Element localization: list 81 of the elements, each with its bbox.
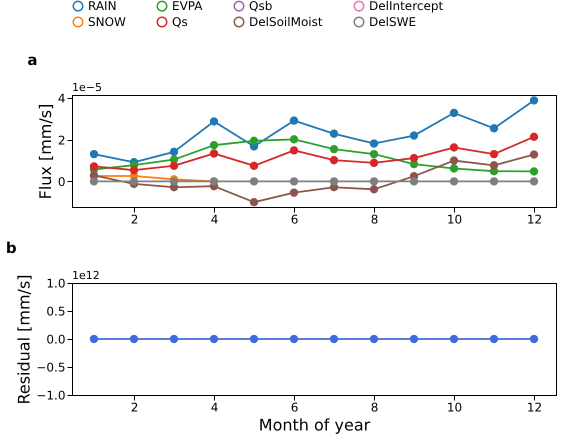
point bbox=[410, 131, 418, 140]
legend-label: DelSoilMoist bbox=[249, 15, 323, 29]
x-tick-label: 8 bbox=[370, 400, 378, 414]
x-tick-label: 10 bbox=[446, 400, 462, 414]
point bbox=[530, 150, 538, 159]
point bbox=[450, 164, 458, 173]
legend-label: DelSWE bbox=[369, 15, 416, 29]
x-tick-label: 2 bbox=[130, 400, 138, 414]
x-axis-title: Month of year bbox=[258, 416, 371, 434]
point bbox=[170, 162, 178, 170]
point bbox=[90, 162, 98, 171]
point bbox=[130, 177, 138, 186]
point bbox=[450, 108, 458, 118]
legend-label: SNOW bbox=[88, 15, 126, 29]
y-tick-label: −0.5 bbox=[36, 360, 66, 374]
y-tick-label: 0.0 bbox=[46, 332, 66, 346]
point bbox=[490, 161, 498, 170]
x-tick-label: 12 bbox=[526, 212, 542, 226]
point bbox=[210, 140, 218, 150]
y-tick-label: 0 bbox=[58, 174, 66, 189]
point bbox=[370, 150, 378, 158]
point bbox=[410, 177, 418, 186]
chart-title: a bbox=[27, 51, 38, 69]
x-tick-label: 12 bbox=[526, 400, 542, 414]
y-tick-label: 1.0 bbox=[46, 276, 66, 290]
point bbox=[250, 136, 258, 145]
point bbox=[370, 158, 378, 168]
point bbox=[210, 149, 218, 158]
y-tick-label: 0.5 bbox=[46, 304, 66, 318]
point bbox=[410, 154, 418, 162]
x-tick-label: 4 bbox=[210, 400, 218, 414]
point bbox=[530, 96, 538, 105]
y-tick-label: 4 bbox=[58, 92, 66, 106]
legend-label: RAIN bbox=[88, 0, 117, 14]
text: 1e−5 bbox=[72, 81, 102, 94]
x-tick-label: 6 bbox=[290, 212, 298, 226]
y-tick-label: −1.0 bbox=[36, 388, 66, 402]
point bbox=[530, 167, 538, 176]
point bbox=[130, 166, 138, 174]
x-tick-label: 2 bbox=[130, 212, 138, 226]
point bbox=[490, 177, 498, 186]
point bbox=[250, 177, 258, 186]
point bbox=[450, 143, 458, 152]
x-tick-label: 10 bbox=[446, 212, 462, 226]
x-tick-label: 4 bbox=[210, 212, 218, 226]
point bbox=[250, 162, 258, 170]
point bbox=[290, 116, 298, 125]
text: 1e12 bbox=[72, 269, 100, 282]
point bbox=[290, 146, 298, 155]
point bbox=[370, 139, 378, 148]
point bbox=[450, 156, 458, 165]
x-tick-label: 6 bbox=[290, 400, 298, 414]
point bbox=[530, 132, 538, 142]
point bbox=[370, 177, 378, 186]
legend-label: Qs bbox=[172, 15, 188, 29]
chart-title: b bbox=[6, 239, 17, 257]
y-axis-title: Flux [mm/s] bbox=[36, 104, 55, 200]
point bbox=[90, 177, 98, 186]
point bbox=[290, 135, 298, 144]
point bbox=[170, 177, 178, 186]
point bbox=[210, 117, 218, 126]
legend-label: DelIntercept bbox=[369, 0, 444, 14]
y-axis-title: Residual [mm/s] bbox=[14, 274, 34, 405]
legend-label: EVPA bbox=[172, 0, 204, 14]
y-tick-label: 2 bbox=[58, 133, 66, 148]
point bbox=[450, 177, 458, 186]
point bbox=[490, 150, 498, 158]
point bbox=[330, 144, 338, 154]
x-tick-label: 8 bbox=[370, 212, 378, 226]
point bbox=[290, 188, 298, 197]
point bbox=[370, 185, 378, 194]
point bbox=[330, 177, 338, 186]
point bbox=[530, 177, 538, 186]
point bbox=[170, 148, 178, 156]
point bbox=[90, 150, 98, 158]
point bbox=[290, 177, 298, 186]
point bbox=[490, 124, 498, 132]
point bbox=[330, 156, 338, 164]
point bbox=[250, 198, 258, 206]
point bbox=[330, 130, 338, 138]
legend-label: Qsb bbox=[249, 0, 272, 14]
